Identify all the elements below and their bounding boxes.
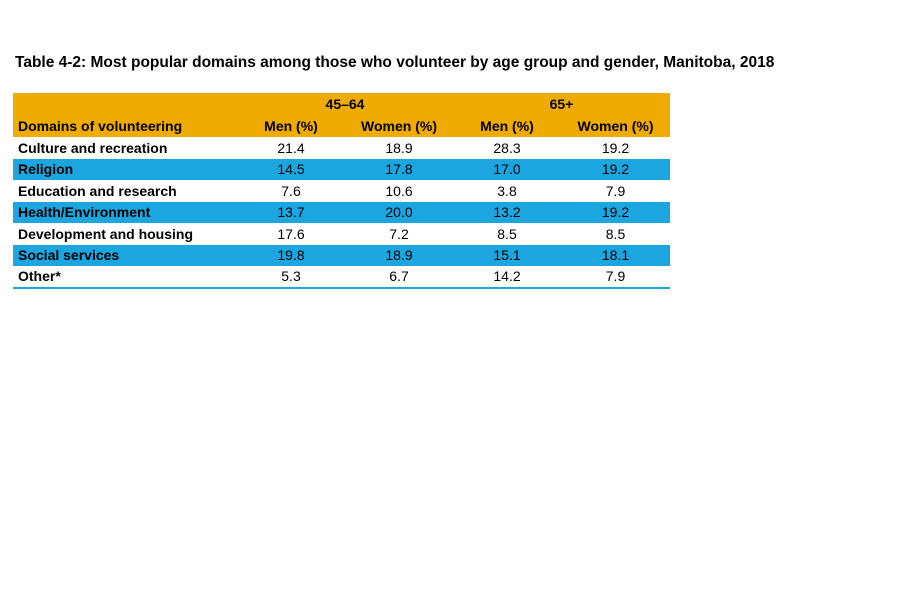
cell-value: 14.5 bbox=[237, 158, 345, 180]
cell-value: 28.3 bbox=[453, 137, 561, 159]
cell-value: 15.1 bbox=[453, 244, 561, 266]
cell-value: 14.2 bbox=[453, 266, 561, 288]
row-label: Culture and recreation bbox=[13, 137, 237, 159]
column-header-men-45-64: Men (%) bbox=[237, 115, 345, 137]
column-header-women-65plus: Women (%) bbox=[561, 115, 670, 137]
row-label: Education and research bbox=[13, 180, 237, 202]
cell-value: 17.0 bbox=[453, 158, 561, 180]
cell-value: 13.2 bbox=[453, 201, 561, 223]
age-group-header-65plus: 65+ bbox=[453, 93, 670, 115]
cell-value: 7.9 bbox=[561, 266, 670, 288]
cell-value: 19.2 bbox=[561, 158, 670, 180]
table-row-development-and-housing: Development and housing 17.6 7.2 8.5 8.5 bbox=[13, 223, 670, 245]
table-body: Culture and recreation 21.4 18.9 28.3 19… bbox=[13, 137, 670, 288]
cell-value: 17.8 bbox=[345, 158, 453, 180]
volunteer-domains-table: 45–64 65+ Domains of volunteering Men (%… bbox=[13, 93, 670, 289]
cell-value: 21.4 bbox=[237, 137, 345, 159]
row-label: Religion bbox=[13, 158, 237, 180]
table-title: Table 4-2: Most popular domains among th… bbox=[15, 54, 775, 71]
table-row-religion: Religion 14.5 17.8 17.0 19.2 bbox=[13, 158, 670, 180]
row-label: Other* bbox=[13, 266, 237, 288]
cell-value: 18.1 bbox=[561, 244, 670, 266]
cell-value: 3.8 bbox=[453, 180, 561, 202]
table-row-culture-and-recreation: Culture and recreation 21.4 18.9 28.3 19… bbox=[13, 137, 670, 159]
cell-value: 19.8 bbox=[237, 244, 345, 266]
cell-value: 8.5 bbox=[561, 223, 670, 245]
cell-value: 7.6 bbox=[237, 180, 345, 202]
row-label: Social services bbox=[13, 244, 237, 266]
cell-value: 8.5 bbox=[453, 223, 561, 245]
cell-value: 13.7 bbox=[237, 201, 345, 223]
cell-value: 17.6 bbox=[237, 223, 345, 245]
age-group-header-row: 45–64 65+ bbox=[13, 93, 670, 115]
table-header: 45–64 65+ Domains of volunteering Men (%… bbox=[13, 93, 670, 137]
cell-value: 7.9 bbox=[561, 180, 670, 202]
cell-value: 18.9 bbox=[345, 137, 453, 159]
column-header-row: Domains of volunteering Men (%) Women (%… bbox=[13, 115, 670, 137]
table-container: 45–64 65+ Domains of volunteering Men (%… bbox=[13, 93, 670, 289]
cell-value: 18.9 bbox=[345, 244, 453, 266]
age-group-header-45-64: 45–64 bbox=[237, 93, 453, 115]
cell-value: 10.6 bbox=[345, 180, 453, 202]
cell-value: 6.7 bbox=[345, 266, 453, 288]
group-header-spacer bbox=[13, 93, 237, 115]
table-row-other: Other* 5.3 6.7 14.2 7.9 bbox=[13, 266, 670, 288]
row-label: Development and housing bbox=[13, 223, 237, 245]
table-row-social-services: Social services 19.8 18.9 15.1 18.1 bbox=[13, 244, 670, 266]
cell-value: 19.2 bbox=[561, 201, 670, 223]
column-header-men-65plus: Men (%) bbox=[453, 115, 561, 137]
cell-value: 5.3 bbox=[237, 266, 345, 288]
row-label: Health/Environment bbox=[13, 201, 237, 223]
column-header-domains: Domains of volunteering bbox=[13, 115, 237, 137]
table-row-education-and-research: Education and research 7.6 10.6 3.8 7.9 bbox=[13, 180, 670, 202]
cell-value: 20.0 bbox=[345, 201, 453, 223]
cell-value: 7.2 bbox=[345, 223, 453, 245]
table-row-health-environment: Health/Environment 13.7 20.0 13.2 19.2 bbox=[13, 201, 670, 223]
cell-value: 19.2 bbox=[561, 137, 670, 159]
column-header-women-45-64: Women (%) bbox=[345, 115, 453, 137]
